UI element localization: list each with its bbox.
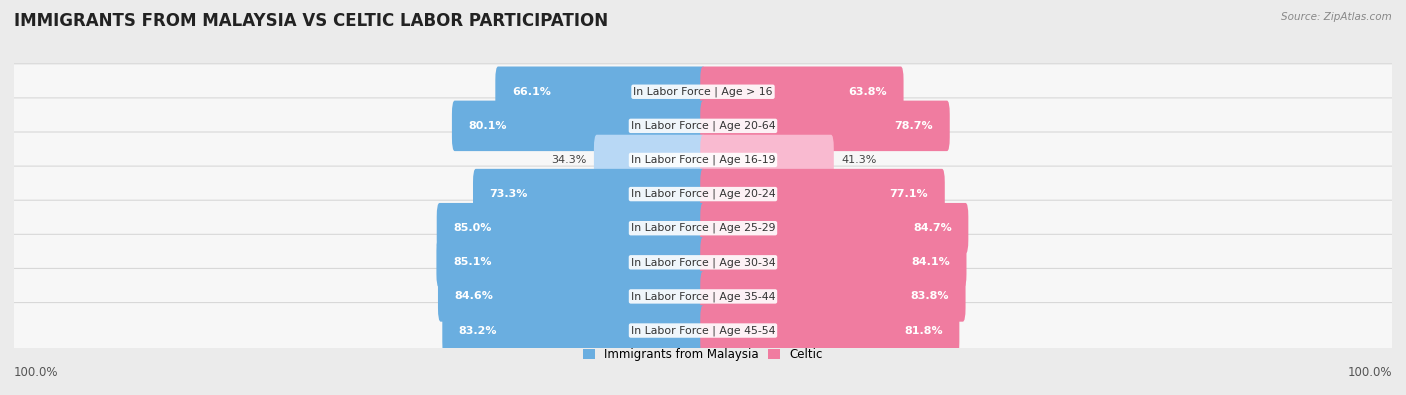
FancyBboxPatch shape bbox=[11, 132, 1395, 188]
Text: 100.0%: 100.0% bbox=[1347, 366, 1392, 379]
Text: 83.8%: 83.8% bbox=[911, 292, 949, 301]
FancyBboxPatch shape bbox=[11, 64, 1395, 120]
Text: 66.1%: 66.1% bbox=[512, 87, 551, 97]
Text: In Labor Force | Age > 16: In Labor Force | Age > 16 bbox=[633, 87, 773, 97]
Text: In Labor Force | Age 35-44: In Labor Force | Age 35-44 bbox=[631, 291, 775, 302]
FancyBboxPatch shape bbox=[700, 135, 834, 185]
Text: 85.0%: 85.0% bbox=[453, 223, 492, 233]
FancyBboxPatch shape bbox=[495, 66, 706, 117]
FancyBboxPatch shape bbox=[11, 98, 1395, 154]
Legend: Immigrants from Malaysia, Celtic: Immigrants from Malaysia, Celtic bbox=[578, 343, 828, 366]
Text: In Labor Force | Age 30-34: In Labor Force | Age 30-34 bbox=[631, 257, 775, 267]
FancyBboxPatch shape bbox=[437, 271, 706, 322]
Text: 81.8%: 81.8% bbox=[904, 325, 943, 335]
FancyBboxPatch shape bbox=[11, 234, 1395, 290]
FancyBboxPatch shape bbox=[11, 269, 1395, 324]
FancyBboxPatch shape bbox=[436, 237, 706, 288]
Text: 84.1%: 84.1% bbox=[911, 257, 950, 267]
FancyBboxPatch shape bbox=[11, 166, 1395, 222]
FancyBboxPatch shape bbox=[700, 66, 904, 117]
FancyBboxPatch shape bbox=[700, 237, 966, 288]
Text: 77.1%: 77.1% bbox=[890, 189, 928, 199]
FancyBboxPatch shape bbox=[700, 101, 949, 151]
FancyBboxPatch shape bbox=[437, 203, 706, 254]
Text: 84.6%: 84.6% bbox=[454, 292, 494, 301]
FancyBboxPatch shape bbox=[700, 203, 969, 254]
Text: 73.3%: 73.3% bbox=[489, 189, 527, 199]
Text: In Labor Force | Age 16-19: In Labor Force | Age 16-19 bbox=[631, 155, 775, 165]
Text: In Labor Force | Age 25-29: In Labor Force | Age 25-29 bbox=[631, 223, 775, 233]
Text: 78.7%: 78.7% bbox=[894, 121, 934, 131]
FancyBboxPatch shape bbox=[700, 271, 966, 322]
FancyBboxPatch shape bbox=[472, 169, 706, 219]
FancyBboxPatch shape bbox=[11, 200, 1395, 256]
Text: 83.2%: 83.2% bbox=[458, 325, 498, 335]
Text: 84.7%: 84.7% bbox=[912, 223, 952, 233]
FancyBboxPatch shape bbox=[11, 303, 1395, 359]
Text: In Labor Force | Age 45-54: In Labor Force | Age 45-54 bbox=[631, 325, 775, 336]
Text: Source: ZipAtlas.com: Source: ZipAtlas.com bbox=[1281, 12, 1392, 22]
FancyBboxPatch shape bbox=[451, 101, 706, 151]
FancyBboxPatch shape bbox=[700, 169, 945, 219]
Text: 80.1%: 80.1% bbox=[468, 121, 508, 131]
Text: IMMIGRANTS FROM MALAYSIA VS CELTIC LABOR PARTICIPATION: IMMIGRANTS FROM MALAYSIA VS CELTIC LABOR… bbox=[14, 12, 609, 30]
FancyBboxPatch shape bbox=[443, 305, 706, 356]
Text: 34.3%: 34.3% bbox=[551, 155, 586, 165]
Text: 85.1%: 85.1% bbox=[453, 257, 492, 267]
Text: 100.0%: 100.0% bbox=[14, 366, 59, 379]
Text: 63.8%: 63.8% bbox=[848, 87, 887, 97]
FancyBboxPatch shape bbox=[700, 305, 959, 356]
FancyBboxPatch shape bbox=[593, 135, 706, 185]
Text: In Labor Force | Age 20-24: In Labor Force | Age 20-24 bbox=[631, 189, 775, 199]
Text: 41.3%: 41.3% bbox=[841, 155, 877, 165]
Text: In Labor Force | Age 20-64: In Labor Force | Age 20-64 bbox=[631, 120, 775, 131]
